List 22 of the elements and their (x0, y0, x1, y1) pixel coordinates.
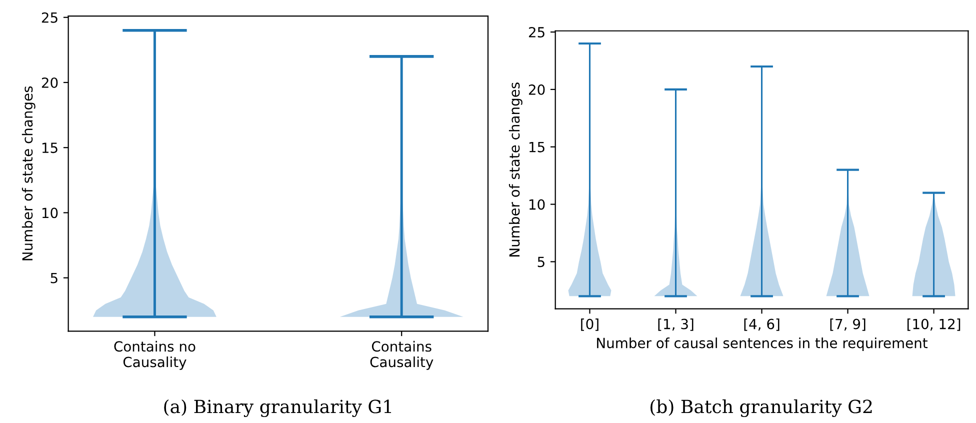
y-axis-title: Number of state changes (508, 82, 522, 256)
x-tick-label: [4, 6] (744, 318, 780, 331)
y-tick-label: 10 (529, 199, 545, 210)
y-tick-label: 20 (42, 77, 58, 88)
y-tick-label: 15 (42, 142, 58, 154)
text: (b) Batch granularity G2 (650, 399, 872, 418)
x-tick-label: Contains Causality (370, 340, 434, 370)
y-tick-label: 15 (529, 142, 544, 152)
y-tick-label: 25 (528, 26, 544, 38)
y-tick-label: 20 (528, 84, 545, 95)
x-tick-label: [0] (581, 318, 598, 331)
x-tick-label: [10, 12] (907, 318, 960, 331)
y-tick-label: 10 (42, 208, 58, 218)
text: (a) Binary granularity G1 (164, 399, 392, 418)
x-axis-title: Number of causal sentences in the requirement (597, 338, 928, 351)
x-tick-label: Contains no Causality (114, 340, 196, 370)
y-tick-label: 5 (50, 272, 58, 284)
y-tick-label: 5 (538, 256, 544, 268)
x-tick-label: [1, 3] (658, 318, 694, 331)
y-axis-title: Number of state changes (22, 86, 36, 260)
y-tick-label: 25 (42, 12, 58, 23)
x-tick-label: [7, 9] (830, 318, 866, 331)
